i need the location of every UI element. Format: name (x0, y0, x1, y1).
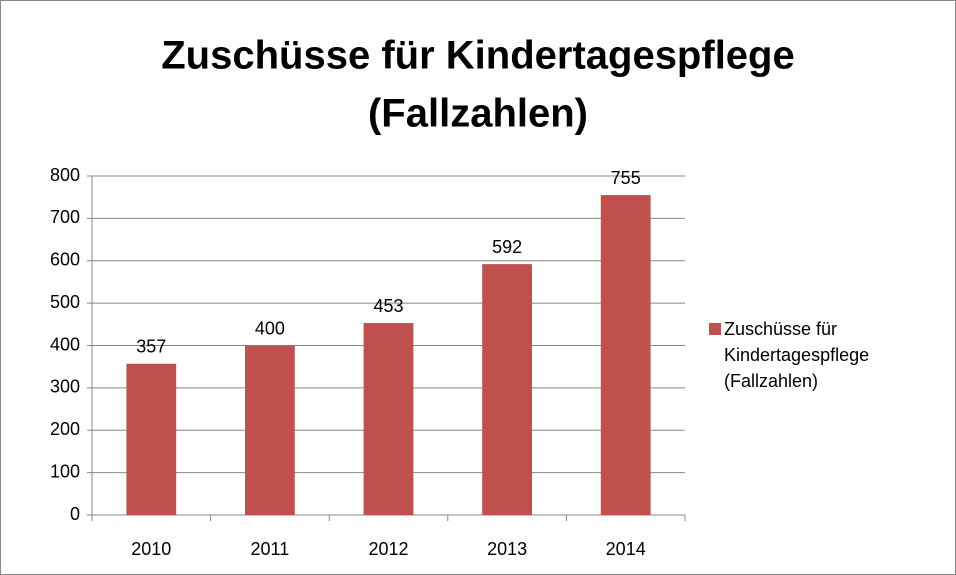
x-tick-label: 2010 (131, 539, 171, 559)
bar (600, 195, 651, 515)
chart-title: (Fallzahlen) (368, 92, 588, 136)
bar (244, 345, 295, 515)
y-tick-label: 0 (70, 504, 80, 524)
y-tick-label: 700 (50, 207, 80, 227)
y-tick-label: 200 (50, 419, 80, 439)
data-label: 400 (255, 318, 285, 338)
y-tick-label: 500 (50, 292, 80, 312)
data-label: 453 (373, 296, 403, 316)
y-tick-label: 100 (50, 461, 80, 481)
x-tick-label: 2013 (487, 539, 527, 559)
legend-swatch (709, 323, 721, 335)
x-tick-label: 2014 (606, 539, 646, 559)
y-tick-label: 800 (50, 165, 80, 185)
bar (363, 323, 414, 515)
y-tick-label: 400 (50, 334, 80, 354)
data-label: 592 (492, 237, 522, 257)
data-label: 755 (611, 168, 641, 188)
x-tick-label: 2012 (368, 539, 408, 559)
bar (482, 264, 533, 515)
legend-label: Zuschüsse für Kindertagespflege (Fallzah… (724, 319, 870, 391)
data-label: 357 (136, 336, 166, 356)
chart-title: Zuschüsse für Kindertagespflege (161, 34, 794, 78)
bar (126, 363, 177, 515)
y-tick-label: 600 (50, 250, 80, 270)
y-tick-label: 300 (50, 377, 80, 397)
x-tick-label: 2011 (251, 539, 290, 559)
